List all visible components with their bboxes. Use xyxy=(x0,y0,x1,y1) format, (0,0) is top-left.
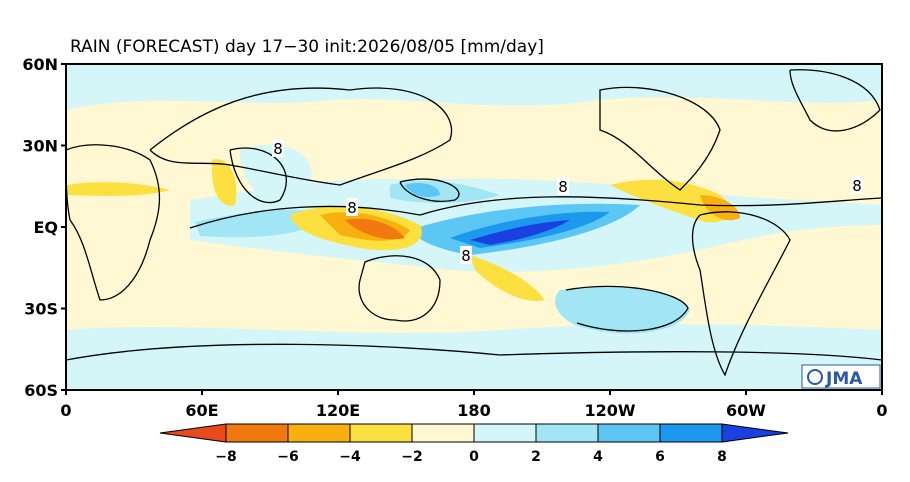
lon-label: 0 xyxy=(60,401,71,420)
contour-label-bg xyxy=(460,246,472,264)
contour-label: 8 xyxy=(461,247,471,265)
colorbar-segment xyxy=(349,423,413,443)
colorbar-segment xyxy=(225,423,289,443)
lat-label: 30S xyxy=(24,300,58,319)
lon-label: 60E xyxy=(185,401,218,420)
colorbar-label: 2 xyxy=(531,449,541,465)
colorbar-label: −8 xyxy=(215,449,236,465)
colorbar-label: 0 xyxy=(469,449,479,465)
lat-label: 60N xyxy=(22,55,58,74)
contour-label: 8 xyxy=(273,140,283,158)
lon-label: 0 xyxy=(876,401,887,420)
lat-label: 30N xyxy=(22,137,58,156)
lon-label: 60W xyxy=(726,401,766,420)
colorbar-label: −6 xyxy=(277,449,298,465)
map xyxy=(65,63,883,391)
colorbar-segment xyxy=(597,423,661,443)
colorbar-label: 4 xyxy=(593,449,603,465)
contour-label: 8 xyxy=(347,199,357,217)
contour-label-bg xyxy=(557,177,569,195)
colorbar-segment xyxy=(659,423,723,443)
lon-label: 120W xyxy=(584,401,635,420)
lat-label: EQ xyxy=(33,218,58,237)
contour-label-bg xyxy=(272,139,284,157)
contour-label-bg xyxy=(346,198,358,216)
lon-label: 120E xyxy=(316,401,360,420)
lat-label: 60S xyxy=(24,381,58,400)
contour-label-bg xyxy=(851,176,863,194)
colorbar-segment xyxy=(473,423,537,443)
jma-logo: JMA xyxy=(801,364,881,389)
contour-label: 8 xyxy=(852,177,862,195)
logo-text: JMA xyxy=(825,369,863,389)
map-title: RAIN (FORECAST) day 17−30 init:2026/08/0… xyxy=(70,37,544,57)
colorbar-segment xyxy=(535,423,599,443)
colorbar-label: 6 xyxy=(655,449,665,465)
colorbar-label: −2 xyxy=(401,449,422,465)
colorbar-segment xyxy=(411,423,475,443)
colorbar-label: −4 xyxy=(339,449,361,465)
colorbar-end xyxy=(159,423,227,443)
colorbar-end xyxy=(721,423,789,443)
colorbar-segment xyxy=(287,423,351,443)
colorbar-label: 8 xyxy=(717,449,727,465)
contour-label: 8 xyxy=(558,178,568,196)
lon-label: 180 xyxy=(457,401,490,420)
